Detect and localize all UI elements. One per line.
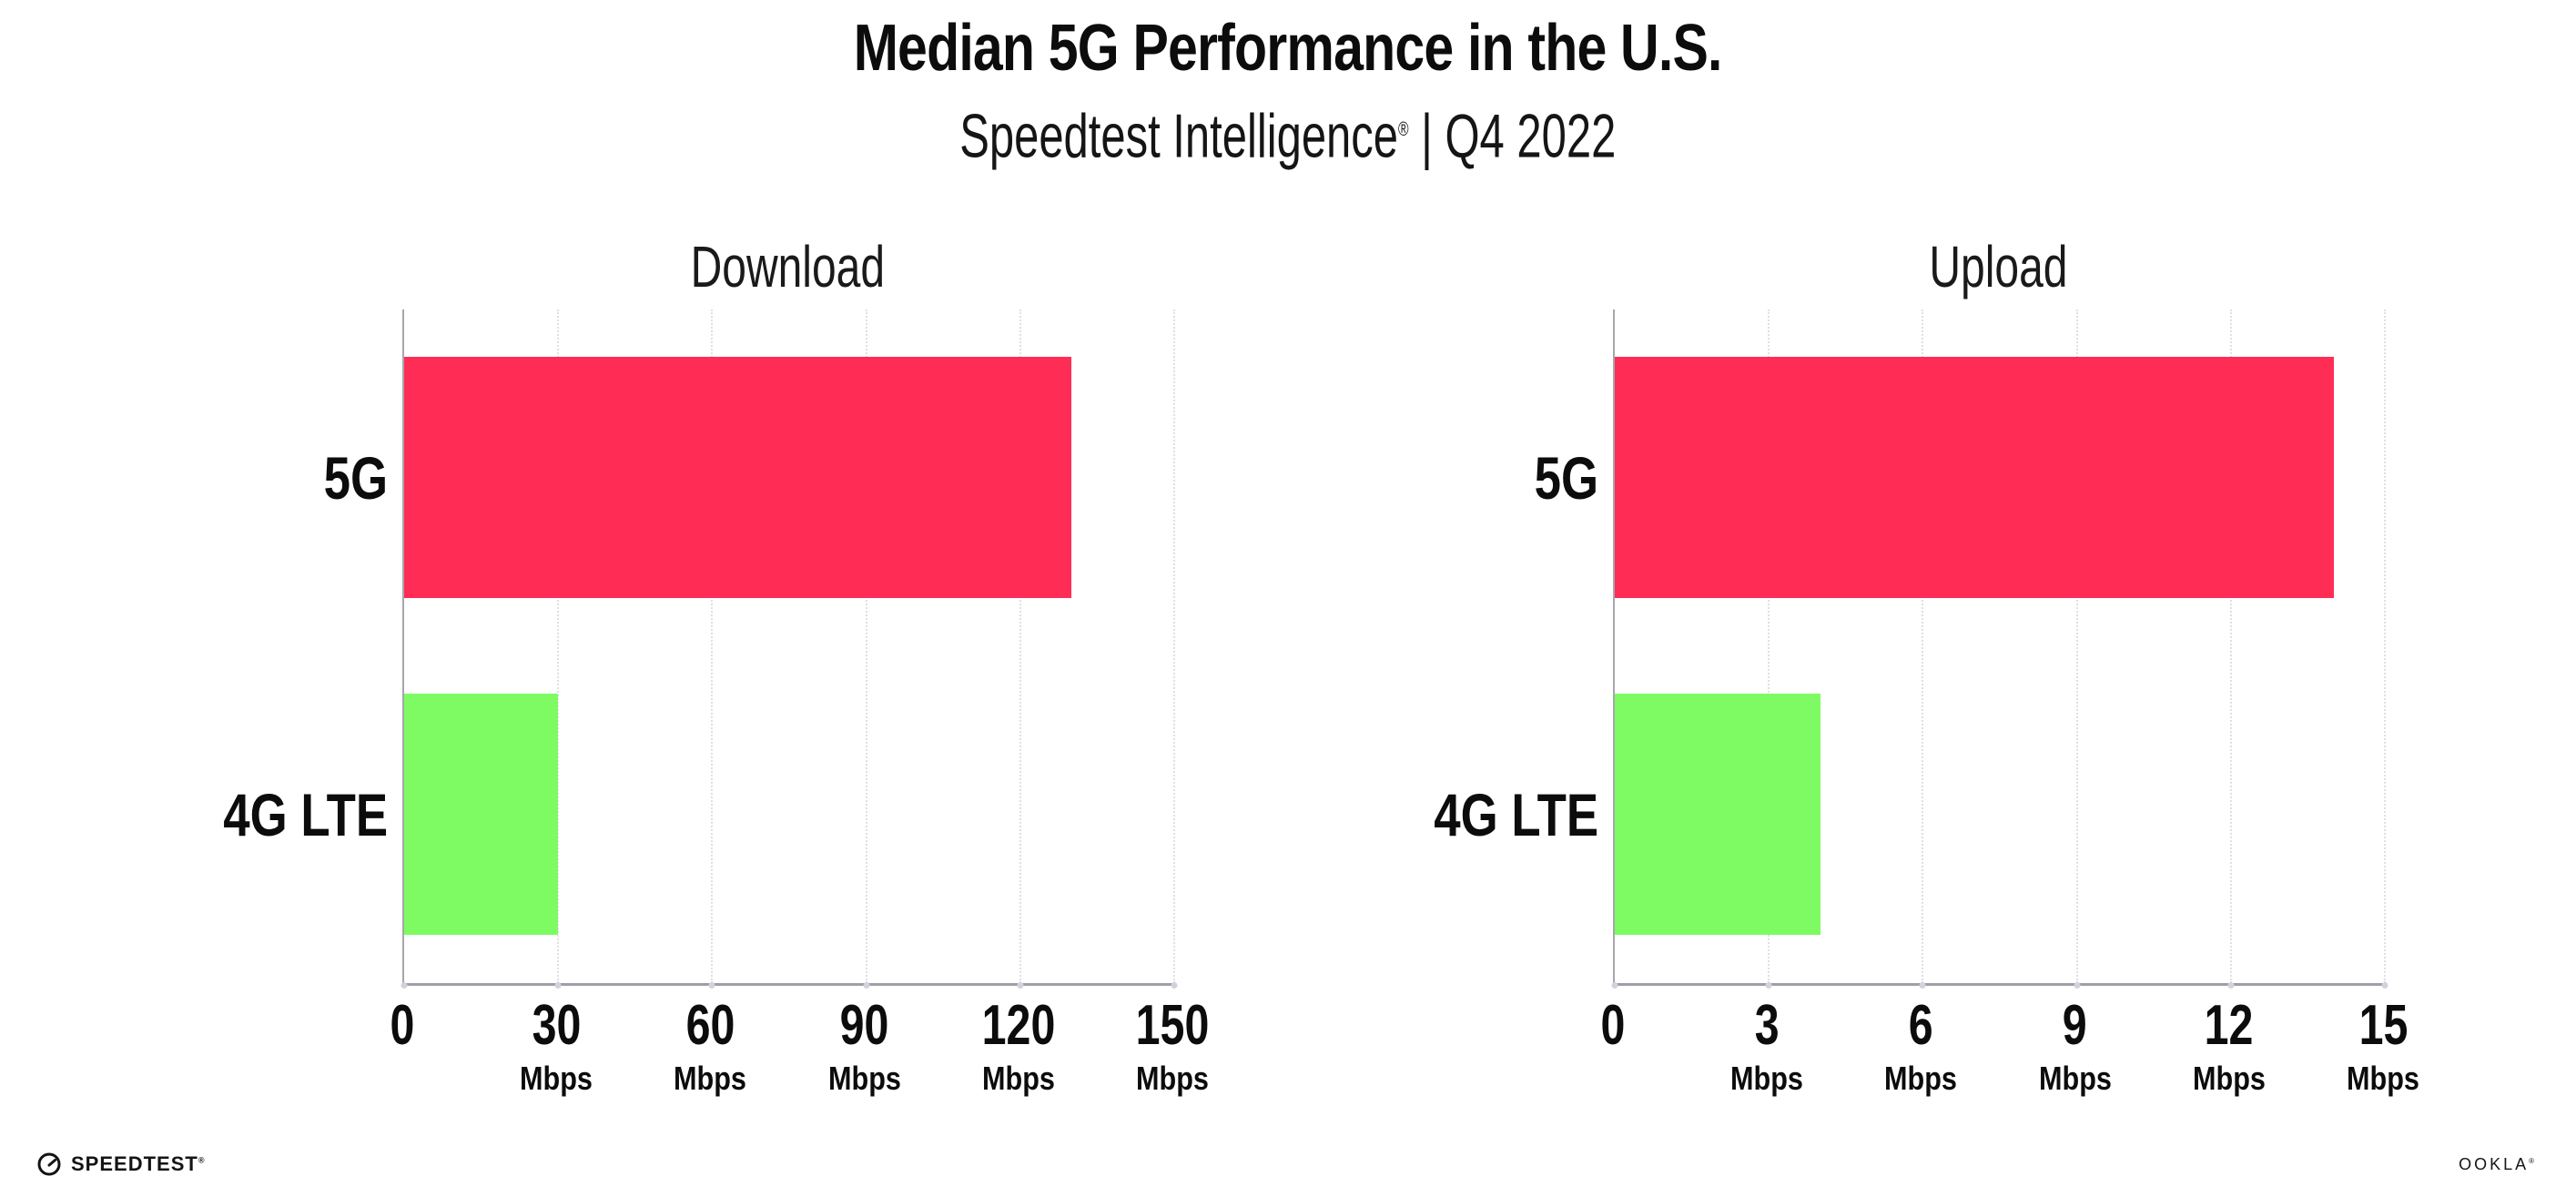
subtitle-period: | Q4 2022 — [1408, 101, 1617, 171]
y-category-label: 5G — [323, 443, 388, 512]
tick-mark — [1171, 981, 1178, 989]
registered-mark: ® — [2529, 1156, 2534, 1165]
x-tick-number: 3 — [1754, 993, 1780, 1057]
gridline — [1768, 309, 1770, 983]
bar-5g — [404, 357, 1072, 599]
tick-mark — [554, 981, 562, 989]
gridline — [1922, 309, 1924, 983]
gridline — [2229, 309, 2232, 983]
chart-download: Download 5G 4G LTE 0 30 Mbps 60 Mbps 90 Mbps 120… — [55, 233, 1210, 1107]
x-tick-number: 60 — [685, 993, 735, 1057]
tick-mark — [1919, 981, 1926, 989]
x-tick-unit: Mbps — [2038, 1059, 2112, 1097]
gridline — [865, 309, 867, 983]
x-tick-number: 90 — [839, 993, 889, 1057]
x-tick-label: 90 Mbps — [822, 993, 908, 1097]
x-tick-number: 150 — [1135, 993, 1210, 1057]
bar-4g-lte — [404, 694, 559, 936]
tick-mark — [2227, 981, 2235, 989]
footer: SPEEDTEST® OOKLA® — [36, 1151, 2534, 1177]
gridline — [711, 309, 714, 983]
subtitle: Speedtest Intelligence® | Q4 2022 — [0, 95, 2576, 171]
bar-5g — [1615, 357, 2334, 599]
tick-mark — [2074, 981, 2081, 989]
x-tick-unit: Mbps — [827, 1059, 901, 1097]
gridline — [1019, 309, 1021, 983]
x-axis-upload: 0 3 Mbps 6 Mbps 9 Mbps 12 Mbps 15 Mbps — [1601, 993, 2419, 1107]
gridline — [2384, 309, 2386, 983]
chart-title-download: Download — [690, 233, 885, 299]
tick-mark — [401, 981, 408, 989]
x-tick-number: 6 — [1908, 993, 1933, 1057]
plot-area-upload — [1611, 309, 2388, 989]
x-tick-unit: Mbps — [1730, 1059, 1804, 1097]
subtitle-brand: Speedtest Intelligence — [959, 101, 1399, 171]
tick-mark — [1611, 981, 1618, 989]
x-tick-number: 9 — [2063, 993, 2088, 1057]
tick-mark — [1017, 981, 1024, 989]
x-tick-label: 150 Mbps — [1125, 993, 1219, 1097]
x-tick-label: 0 — [1597, 993, 1628, 1057]
x-tick-label: 60 Mbps — [667, 993, 753, 1097]
x-tick-label: 12 Mbps — [2186, 993, 2272, 1097]
x-tick-unit: Mbps — [674, 1059, 747, 1097]
x-tick-label: 3 Mbps — [1724, 993, 1810, 1097]
subtitle-text: Speedtest Intelligence® | Q4 2022 — [959, 95, 1616, 171]
x-tick-number: 15 — [2358, 993, 2408, 1057]
chart-upload: Upload 5G 4G LTE 0 3 Mbps 6 Mbps 9 Mbps 12 Mbps 15… — [1265, 233, 2419, 1107]
y-category-label: 5G — [1534, 443, 1598, 512]
tick-mark — [708, 981, 715, 989]
x-tick-label: 30 Mbps — [513, 993, 599, 1097]
chart-title-upload: Upload — [1928, 233, 2068, 299]
gridline — [2075, 309, 2078, 983]
y-category-label: 4G LTE — [223, 780, 388, 848]
x-tick-unit: Mbps — [1884, 1059, 1958, 1097]
x-tick-number: 30 — [532, 993, 582, 1057]
x-tick-label: 6 Mbps — [1878, 993, 1963, 1097]
registered-mark: ® — [1398, 117, 1409, 140]
gridline — [1173, 309, 1175, 983]
x-tick-number: 0 — [1600, 993, 1626, 1057]
gauge-icon — [36, 1151, 62, 1177]
y-axis-labels: 5G 4G LTE — [55, 309, 402, 983]
x-axis-download: 0 30 Mbps 60 Mbps 90 Mbps 120 Mbps 150 Mbps — [390, 993, 1210, 1107]
x-tick-label: 15 Mbps — [2340, 993, 2426, 1097]
x-tick-unit: Mbps — [520, 1059, 593, 1097]
x-tick-number: 0 — [390, 993, 415, 1057]
bar-4g-lte — [1615, 694, 1820, 936]
header: Median 5G Performance in the U.S. Speedt… — [0, 0, 2576, 171]
gridline — [557, 309, 560, 983]
tick-mark — [1765, 981, 1772, 989]
ookla-logo: OOKLA® — [2459, 1154, 2534, 1173]
y-axis-labels: 5G 4G LTE — [1265, 309, 1613, 983]
y-category-label: 4G LTE — [1434, 780, 1598, 848]
tick-mark — [2381, 981, 2388, 989]
x-tick-unit: Mbps — [981, 1059, 1055, 1097]
x-tick-number: 12 — [2204, 993, 2254, 1057]
x-tick-number: 120 — [981, 993, 1056, 1057]
registered-mark: ® — [198, 1155, 206, 1165]
page-title: Median 5G Performance in the U.S. — [0, 13, 2576, 84]
tick-mark — [863, 981, 870, 989]
x-tick-unit: Mbps — [2192, 1059, 2266, 1097]
x-tick-label: 9 Mbps — [2033, 993, 2118, 1097]
page-title-text: Median 5G Performance in the U.S. — [854, 12, 1723, 85]
x-tick-unit: Mbps — [2347, 1059, 2419, 1097]
x-tick-unit: Mbps — [1136, 1059, 1209, 1097]
plot-area-download — [401, 309, 1178, 989]
charts-row: Download 5G 4G LTE 0 30 Mbps 60 Mbps 90 Mbps 120… — [0, 237, 2576, 1107]
speedtest-logo: SPEEDTEST® — [36, 1151, 205, 1177]
speedtest-wordmark: SPEEDTEST® — [71, 1152, 206, 1175]
x-tick-label: 0 — [387, 993, 418, 1057]
x-tick-label: 120 Mbps — [971, 993, 1065, 1097]
